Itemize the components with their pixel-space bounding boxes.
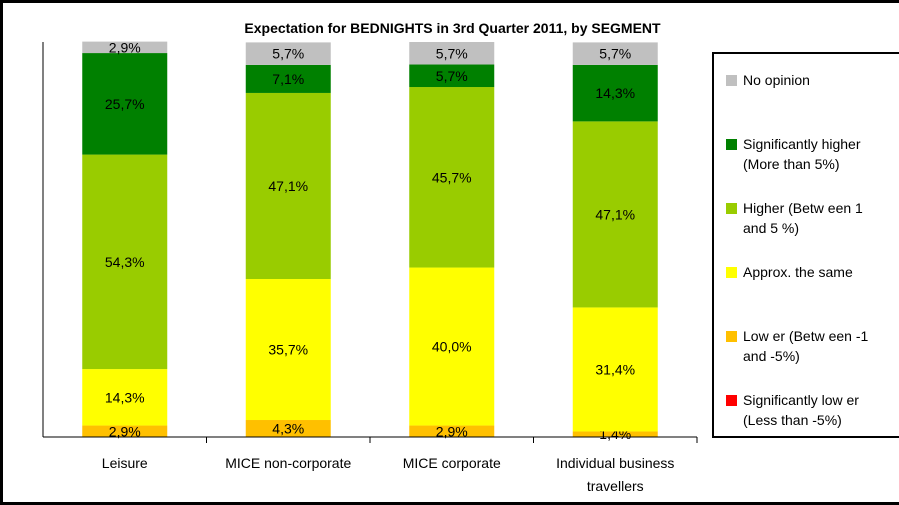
legend-label: Higher (Betw een 1 and 5 %)	[743, 200, 863, 236]
legend-swatch	[726, 267, 737, 278]
data-label: 40,0%	[432, 339, 472, 355]
bar-segment	[82, 53, 168, 155]
bar-segment	[409, 42, 495, 65]
data-label: 2,9%	[436, 423, 468, 439]
data-label: 54,3%	[105, 254, 145, 270]
bar-segment	[245, 42, 331, 65]
bar-segment	[245, 279, 331, 421]
x-tick-label: Individual business	[556, 455, 674, 471]
bar-segment	[409, 87, 495, 268]
data-label: 2,9%	[109, 423, 141, 439]
legend-swatch	[726, 75, 737, 86]
legend-item: No opinion	[726, 70, 810, 90]
data-label: 5,7%	[436, 68, 468, 84]
legend-item: Higher (Betw een 1 and 5 %)	[726, 198, 863, 238]
legend-label: No opinion	[743, 72, 810, 88]
legend-item: Significantly low er (Less than -5%)	[726, 390, 859, 430]
data-label: 25,7%	[105, 96, 145, 112]
data-label: 4,3%	[272, 421, 304, 437]
data-label: 2,9%	[109, 39, 141, 55]
x-tick-label: Leisure	[102, 455, 148, 471]
legend-item: Approx. the same	[726, 262, 853, 282]
data-label: 5,7%	[436, 45, 468, 61]
chart-title: Expectation for BEDNIGHTS in 3rd Quarter…	[244, 20, 661, 36]
bar-segment	[409, 64, 495, 88]
legend-swatch	[726, 139, 737, 150]
data-label: 14,3%	[105, 389, 145, 405]
bar-segment	[82, 369, 168, 426]
x-tick-label: MICE non-corporate	[225, 455, 351, 471]
legend-item: Significantly higher (More than 5%)	[726, 134, 861, 174]
legend-label: Low er (Betw een -1 and -5%)	[743, 328, 869, 364]
bar-segment	[409, 425, 495, 437]
bar-segment	[82, 425, 168, 437]
data-label: 7,1%	[272, 71, 304, 87]
data-label: 5,7%	[272, 46, 304, 62]
data-label: 47,1%	[595, 206, 635, 222]
bar-segment	[82, 41, 168, 54]
legend-swatch	[726, 395, 737, 406]
legend-item: Low er (Betw een -1 and -5%)	[726, 326, 868, 366]
data-label: 35,7%	[268, 342, 308, 358]
legend-swatch	[726, 203, 737, 214]
bar-segment	[245, 420, 331, 437]
bar-segment	[572, 121, 658, 308]
bar-segment	[572, 42, 658, 65]
bar-segment	[409, 267, 495, 426]
data-label: 31,4%	[595, 361, 635, 377]
bar-segment	[245, 64, 331, 93]
bar-segment	[572, 431, 658, 437]
data-label: 47,1%	[268, 178, 308, 194]
bar-segment	[82, 154, 168, 370]
x-tick-label: travellers	[587, 478, 644, 494]
legend-label: Significantly low er (Less than -5%)	[743, 392, 859, 428]
data-label: 5,7%	[599, 46, 631, 62]
legend: No opinion Significantly higher (More than…	[712, 52, 899, 438]
bar-segment	[245, 92, 331, 279]
bar-segment	[572, 64, 658, 122]
legend-label: Significantly higher (More than 5%)	[743, 136, 861, 172]
legend-swatch	[726, 331, 737, 342]
data-label: 45,7%	[432, 169, 472, 185]
bar-segment	[572, 307, 658, 432]
x-tick-label: MICE corporate	[403, 455, 501, 471]
data-label: 14,3%	[595, 85, 635, 101]
legend-label: Approx. the same	[743, 264, 853, 280]
